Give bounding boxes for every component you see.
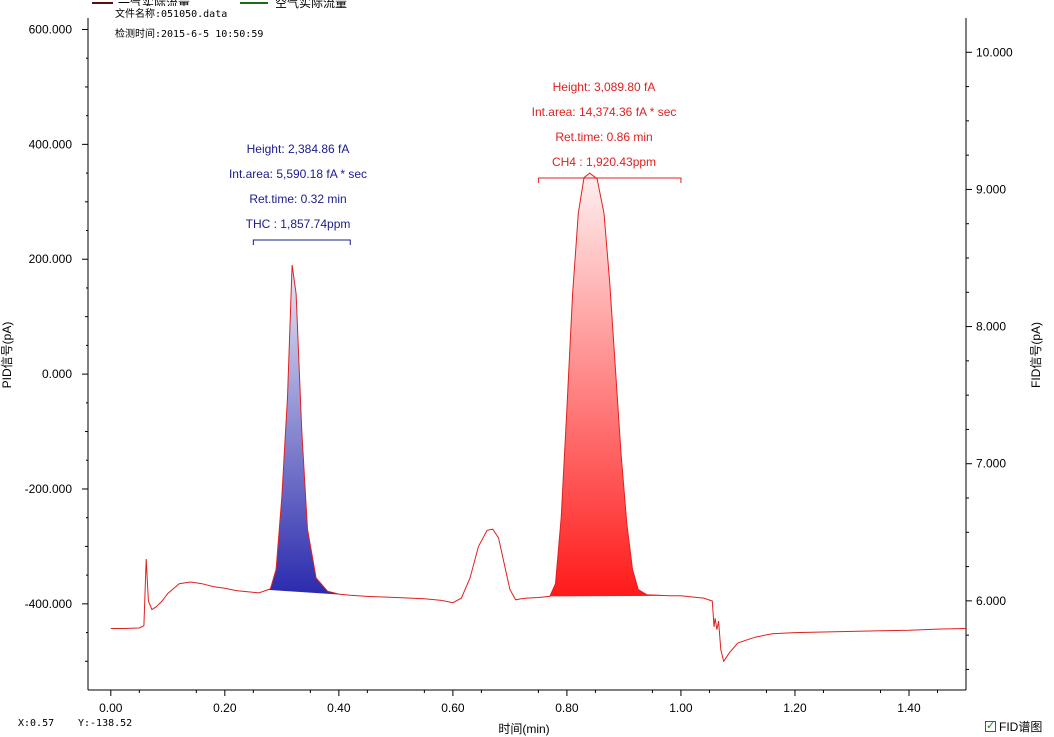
fid-checkbox[interactable]: ✓ (985, 720, 996, 732)
thc-height-label: Height: 2,384.86 fA (247, 142, 350, 156)
checkmark-icon: ✓ (986, 720, 996, 732)
thc-conc-label: THC : 1,857.74ppm (246, 217, 351, 231)
thc-bracket (252, 239, 351, 245)
legend-label-series1: 一气实际流量 (118, 0, 190, 10)
x-tick-label: 1.20 (783, 701, 807, 715)
test-time: 检测时间:2015-6-5 10:50:59 (115, 27, 263, 40)
fid-signal-line (110, 172, 967, 663)
thc-area-label: Int.area: 5,590.18 fA * sec (229, 167, 367, 181)
ch4-height-label: Height: 3,089.80 fA (553, 80, 656, 94)
y2-tick-label: 7.000 (976, 457, 1006, 471)
ch4-area-label: Int.area: 14,374.36 fA * sec (532, 105, 677, 119)
ch4-rettime-label: Ret.time: 0.86 min (555, 130, 652, 144)
ch4-annotation: Height: 3,089.80 fA Int.area: 14,374.36 … (532, 80, 682, 183)
thc-annotation: Height: 2,384.86 fA Int.area: 5,590.18 f… (229, 142, 367, 245)
y2-tick-label: 6.000 (976, 594, 1006, 608)
ch4-peak-fill (549, 173, 670, 597)
thc-rettime-label: Ret.time: 0.32 min (249, 192, 346, 206)
x-tick-label: 0.40 (327, 701, 351, 715)
x-tick-label: 1.00 (669, 701, 693, 715)
cursor-y-readout: Y:-138.52 (78, 718, 132, 729)
y2-tick-label: 8.000 (976, 320, 1006, 334)
fid-toggle-label: FID谱图 (999, 720, 1043, 734)
y2-tick-label: 10.000 (976, 45, 1013, 59)
x-axis-title: 时间(min) (498, 722, 549, 736)
ch4-conc-label: CH4 : 1,920.43ppm (552, 155, 656, 169)
legend-label-series2: 空气实际流量 (275, 0, 347, 10)
x-tick-label: 0.60 (441, 701, 465, 715)
y-tick-label: 200.000 (29, 252, 73, 266)
ch4-bracket (537, 177, 682, 183)
x-tick-label: 1.40 (897, 701, 921, 715)
cursor-x-readout: X:0.57 (18, 718, 54, 729)
x-tick-label: 0.20 (213, 701, 237, 715)
y-tick-label: 0.000 (42, 367, 72, 381)
y-axis-title-left: PID信号(pA) (0, 322, 14, 389)
ticks-layer: 0.00 0.20 0.40 0.60 0.80 1.00 1.20 1.40 600.000 4… (25, 22, 1013, 715)
legend: 一气实际流量 空气实际流量 (92, 0, 347, 10)
file-name-bg (113, 6, 243, 20)
y-tick-label: -200.000 (25, 482, 73, 496)
fid-chart-toggle[interactable]: ✓ FID谱图 (985, 718, 1042, 735)
file-name: 文件名称:051050.data (115, 7, 227, 20)
y-tick-label: 600.000 (29, 22, 73, 36)
y2-tick-label: 9.000 (976, 182, 1006, 196)
y-axis-title-right: FID信号(pA) (1029, 322, 1043, 388)
y-tick-label: 400.000 (29, 137, 73, 151)
x-tick-label: 0.80 (555, 701, 579, 715)
y-tick-label: -400.000 (25, 597, 73, 611)
thc-peak-fill (267, 265, 351, 596)
x-tick-label: 0.00 (99, 701, 123, 715)
